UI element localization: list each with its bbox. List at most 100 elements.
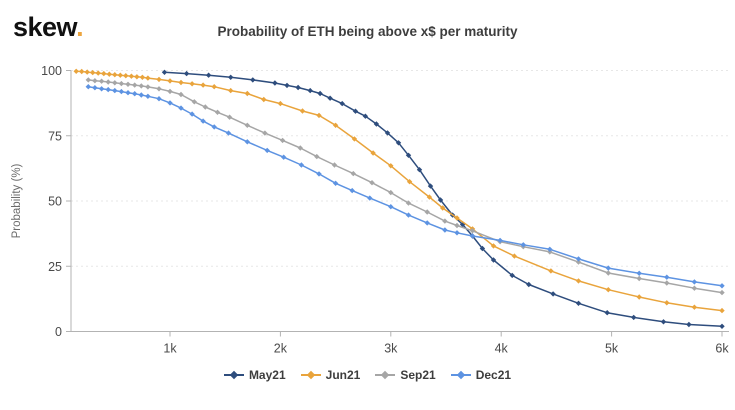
data-point-may21 — [327, 95, 333, 101]
data-point-jun21 — [332, 122, 339, 128]
legend-item-jun21[interactable]: Jun21 — [300, 368, 361, 382]
data-point-may21 — [205, 72, 212, 78]
data-point-may21 — [526, 281, 532, 288]
x-tick-label-1k: 1k — [163, 342, 177, 356]
data-point-may21 — [228, 74, 234, 80]
data-point-dec21 — [497, 237, 503, 244]
legend-diamond-jun21 — [306, 370, 315, 380]
data-point-sep21 — [112, 80, 118, 86]
data-point-sep21 — [442, 218, 448, 224]
data-point-sep21 — [575, 259, 582, 265]
data-point-jun21 — [167, 78, 173, 84]
data-point-sep21 — [636, 275, 642, 282]
data-point-may21 — [405, 152, 412, 158]
data-point-jun21 — [351, 136, 358, 142]
data-point-sep21 — [424, 209, 430, 215]
data-point-may21 — [272, 80, 278, 86]
data-point-jun21 — [605, 287, 611, 293]
data-point-dec21 — [98, 86, 105, 92]
data-point-jun21 — [244, 90, 250, 97]
skew-logo: skew. — [13, 12, 84, 42]
data-point-jun21 — [440, 205, 446, 211]
data-point-jun21 — [200, 82, 206, 88]
y-tick-label-100: 100 — [41, 64, 62, 78]
data-point-sep21 — [262, 130, 268, 136]
chart-legend: May21 Jun21 Sep21 Dec21 — [0, 368, 735, 382]
data-point-dec21 — [332, 180, 339, 186]
y-tick-label-75: 75 — [48, 129, 62, 143]
data-point-dec21 — [349, 187, 355, 194]
data-point-sep21 — [145, 84, 151, 90]
legend-marker-dec21 — [450, 370, 471, 381]
data-point-jun21 — [101, 70, 107, 77]
data-point-dec21 — [178, 105, 184, 111]
data-point-dec21 — [145, 93, 151, 99]
series-markers-dec21 — [85, 84, 725, 289]
data-point-dec21 — [575, 256, 582, 262]
data-point-jun21 — [189, 81, 195, 87]
data-point-may21 — [307, 87, 313, 94]
data-point-sep21 — [226, 114, 233, 120]
data-point-dec21 — [85, 84, 91, 90]
data-point-may21 — [373, 121, 380, 127]
data-point-may21 — [250, 77, 256, 83]
skew-logo-text: skew — [13, 12, 77, 42]
data-point-dec21 — [454, 230, 460, 236]
legend-diamond-may21 — [229, 370, 239, 380]
data-point-sep21 — [405, 200, 412, 206]
data-point-sep21 — [167, 88, 173, 95]
data-point-dec21 — [520, 242, 526, 248]
data-point-jun21 — [106, 71, 112, 77]
data-point-may21 — [437, 197, 444, 203]
data-point-sep21 — [191, 99, 197, 105]
data-point-jun21 — [123, 73, 129, 79]
data-point-jun21 — [548, 268, 554, 274]
data-point-dec21 — [125, 90, 131, 96]
data-point-jun21 — [426, 194, 433, 200]
legend-item-sep21[interactable]: Sep21 — [375, 368, 436, 382]
data-point-jun21 — [73, 68, 79, 74]
data-point-sep21 — [279, 137, 286, 144]
data-point-sep21 — [105, 79, 111, 85]
chart-title: Probability of ETH being above x$ per ma… — [217, 24, 518, 39]
data-point-may21 — [284, 82, 290, 89]
series-markers-may21 — [161, 69, 725, 329]
data-point-sep21 — [469, 228, 476, 234]
data-point-dec21 — [92, 85, 98, 91]
data-point-dec21 — [132, 91, 138, 97]
data-point-sep21 — [92, 78, 98, 84]
data-point-may21 — [660, 319, 667, 325]
data-point-jun21 — [454, 215, 460, 221]
data-point-jun21 — [636, 294, 642, 300]
legend-label-jun21: Jun21 — [325, 368, 361, 382]
y-tick-label-25: 25 — [48, 260, 62, 274]
legend-marker-may21 — [223, 370, 244, 381]
data-point-may21 — [550, 291, 556, 297]
data-point-sep21 — [664, 280, 670, 286]
data-point-sep21 — [388, 189, 394, 196]
data-point-dec21 — [405, 212, 412, 218]
data-point-may21 — [161, 69, 168, 75]
data-point-sep21 — [331, 162, 338, 168]
data-point-may21 — [604, 310, 610, 316]
data-point-may21 — [295, 84, 301, 91]
data-point-may21 — [427, 183, 434, 189]
data-point-dec21 — [636, 270, 642, 276]
y-tick-label-0: 0 — [55, 325, 62, 339]
data-point-jun21 — [664, 300, 670, 306]
data-point-dec21 — [225, 130, 232, 136]
data-point-dec21 — [719, 283, 725, 289]
data-point-dec21 — [138, 92, 144, 98]
data-point-sep21 — [454, 222, 460, 229]
data-point-dec21 — [200, 118, 206, 124]
data-point-dec21 — [105, 86, 111, 93]
data-point-sep21 — [202, 104, 208, 110]
legend-item-dec21[interactable]: Dec21 — [450, 368, 511, 382]
x-tick-label-6k: 6k — [715, 342, 729, 356]
data-point-dec21 — [469, 233, 476, 239]
data-point-sep21 — [138, 83, 144, 89]
legend-item-may21[interactable]: May21 — [223, 368, 286, 382]
data-point-may21 — [719, 323, 725, 329]
data-point-sep21 — [214, 109, 221, 115]
data-point-may21 — [479, 245, 486, 252]
